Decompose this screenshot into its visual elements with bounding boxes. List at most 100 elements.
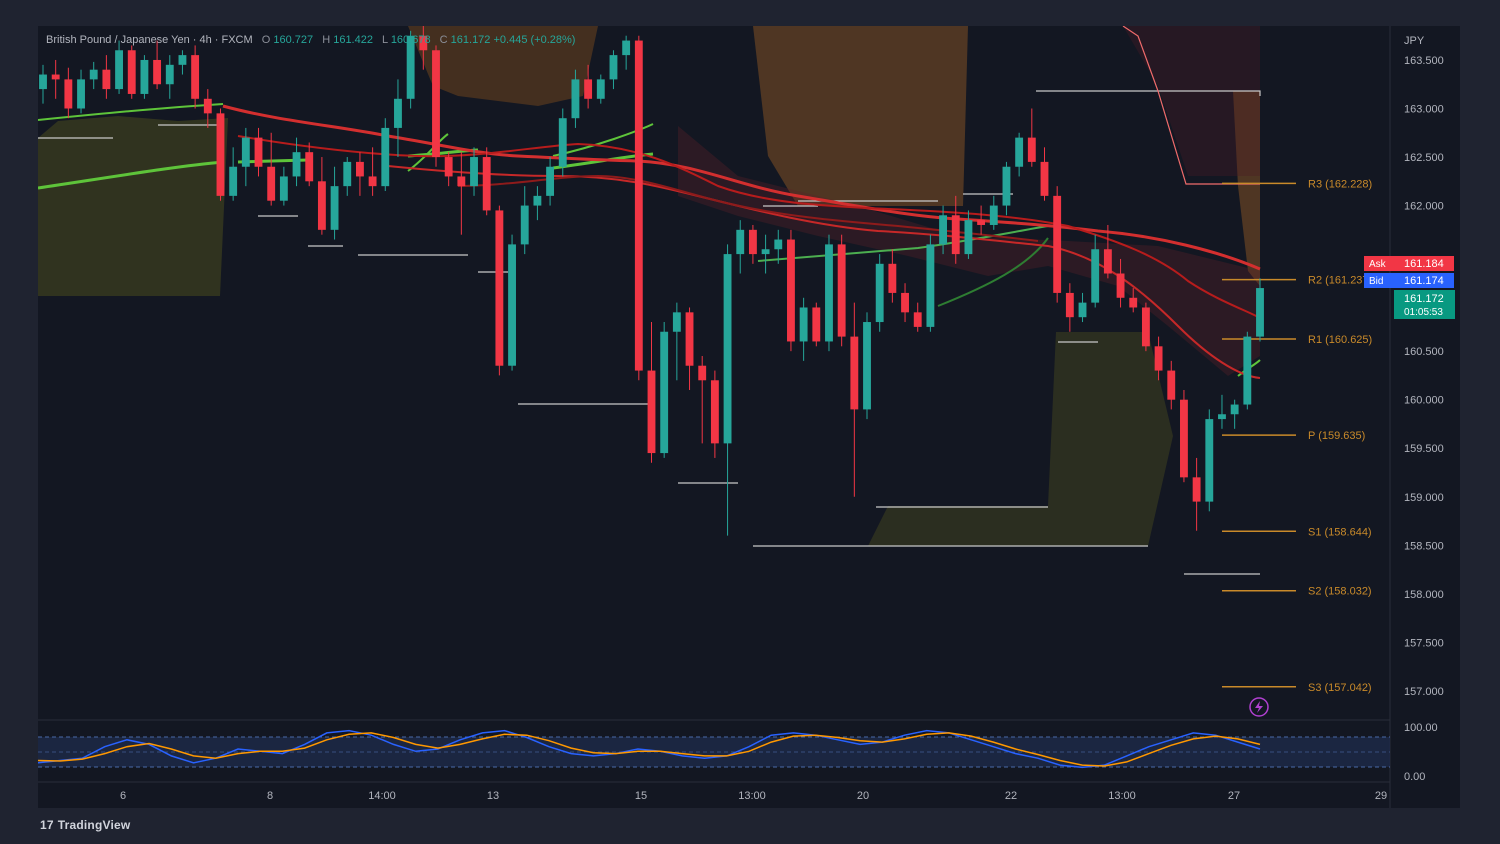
candle-up [1205, 419, 1214, 502]
osc-tick-100: 100.00 [1404, 722, 1438, 734]
candle-down [203, 98, 212, 114]
candle-down [1192, 477, 1201, 502]
open-value: 160.727 [273, 34, 314, 46]
candle-up [330, 186, 339, 230]
candle-up [1015, 137, 1024, 167]
candle-up [279, 176, 288, 201]
price-tick: 158.000 [1404, 589, 1444, 601]
candle-down [305, 152, 314, 182]
candle-up [406, 35, 415, 99]
pivot-label: S1 (158.644) [1308, 526, 1372, 538]
candle-down [698, 365, 707, 381]
candle-up [989, 205, 998, 225]
time-tick: 13 [487, 790, 499, 802]
candle-up [622, 40, 631, 56]
candle-down [1065, 292, 1074, 318]
price-tick: 157.500 [1404, 637, 1444, 649]
price-tick: 160.500 [1404, 346, 1444, 358]
candle-down [888, 263, 897, 293]
candle-up [292, 152, 301, 177]
candle-up [140, 59, 149, 94]
time-tick: 8 [267, 790, 273, 802]
candle-down [913, 312, 922, 327]
candle-up [229, 166, 238, 196]
upper-band-zone-2 [753, 26, 968, 206]
candle-up [672, 312, 681, 332]
time-tick: 29 [1375, 790, 1387, 802]
candle-up [774, 239, 783, 250]
candle-up [381, 127, 390, 187]
close-value: 161.172 [450, 34, 491, 46]
candle-down [432, 50, 440, 158]
candle-down [1167, 370, 1176, 400]
tradingview-logo[interactable]: 17 TradingView [40, 818, 130, 832]
time-tick: 20 [857, 790, 869, 802]
candle-up [825, 244, 833, 342]
candle-down [127, 50, 136, 94]
symbol-legend[interactable]: British Pound / Japanese Yen · 4h · FXCM… [46, 34, 575, 46]
lightning-icon[interactable] [1249, 697, 1269, 717]
candle-up [77, 79, 85, 109]
time-tick: 6 [120, 790, 126, 802]
candle-up [470, 157, 478, 187]
tradingview-logo-text: TradingView [57, 818, 131, 832]
candle-down [153, 59, 162, 85]
time-tick: 15 [635, 790, 647, 802]
stochastic-oscillator-pane [37, 729, 1390, 769]
candle-down [216, 113, 225, 196]
time-tick: 14:00 [368, 790, 396, 802]
candle-down [191, 55, 200, 99]
chart-frame: R3 (162.228) R2 (161.237) R1 (160.625) P (1… [37, 21, 1460, 808]
osc-d-line [37, 732, 1261, 767]
low-label: L [382, 34, 388, 46]
candle-up [799, 307, 808, 342]
candle-up [571, 79, 580, 119]
bid-tag [1364, 273, 1454, 288]
time-axis[interactable]: 6 8 14:00 13 15 13:00 20 22 13:00 27 29 [120, 790, 1387, 802]
candle-up [1078, 302, 1087, 318]
pivot-label: R2 (161.237) [1308, 275, 1372, 287]
bid-label: Bid [1369, 276, 1383, 287]
candle-down [951, 215, 960, 255]
price-axis[interactable]: JPY 163.500 163.000 162.500 162.000 160.500 1… [1364, 35, 1455, 783]
candle-up [520, 205, 529, 245]
candle-up [1256, 288, 1264, 337]
candle-down [634, 40, 643, 371]
change-value: +0.445 (+0.28%) [493, 34, 576, 46]
candle-up [596, 79, 605, 99]
candle-down [482, 157, 491, 211]
candle-down [64, 79, 73, 109]
upper-band-zone-1 [408, 26, 598, 106]
price-tick: 157.000 [1404, 686, 1444, 698]
candle-up [875, 263, 884, 323]
price-chart[interactable]: R3 (162.228) R2 (161.237) R1 (160.625) P (1… [37, 21, 1460, 808]
candle-down [317, 181, 326, 230]
candle-down [685, 312, 694, 366]
lower-band-zone-1 [38, 116, 228, 296]
candle-down [1103, 249, 1112, 274]
candle-down [1141, 307, 1150, 347]
candle-down [267, 166, 276, 201]
candle-down [1154, 346, 1163, 371]
candle-down [1116, 273, 1125, 298]
candle-up [964, 220, 973, 255]
candle-up [394, 98, 402, 128]
candle-up [89, 69, 98, 80]
time-tick: 13:00 [1108, 790, 1136, 802]
pivot-label: S2 (158.032) [1308, 586, 1372, 598]
bid-price: 161.174 [1404, 275, 1444, 287]
open-label: O [261, 34, 271, 46]
candle-up [165, 64, 174, 85]
candle-up [939, 215, 948, 245]
high-value: 161.422 [333, 34, 373, 46]
candle-down [102, 69, 111, 90]
candle-down [787, 239, 795, 342]
pivot-label: R3 (162.228) [1308, 178, 1372, 190]
candle-up [863, 322, 871, 410]
candle-up [39, 74, 47, 90]
pivot-label: S3 (157.042) [1308, 682, 1372, 694]
candle-up [1230, 404, 1239, 415]
currency-label: JPY [1404, 35, 1425, 47]
candle-down [1180, 399, 1188, 478]
time-tick: 22 [1005, 790, 1017, 802]
